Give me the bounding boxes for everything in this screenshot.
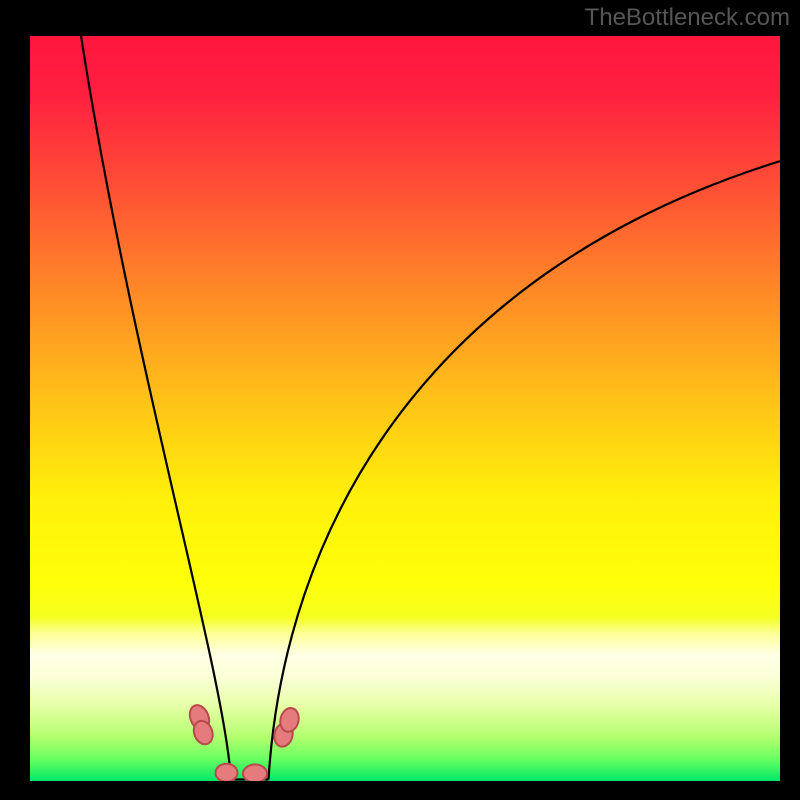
data-marker [243,765,267,781]
watermark-text: TheBottleneck.com [585,4,790,32]
data-marker [216,764,238,781]
chart-area [30,36,780,781]
